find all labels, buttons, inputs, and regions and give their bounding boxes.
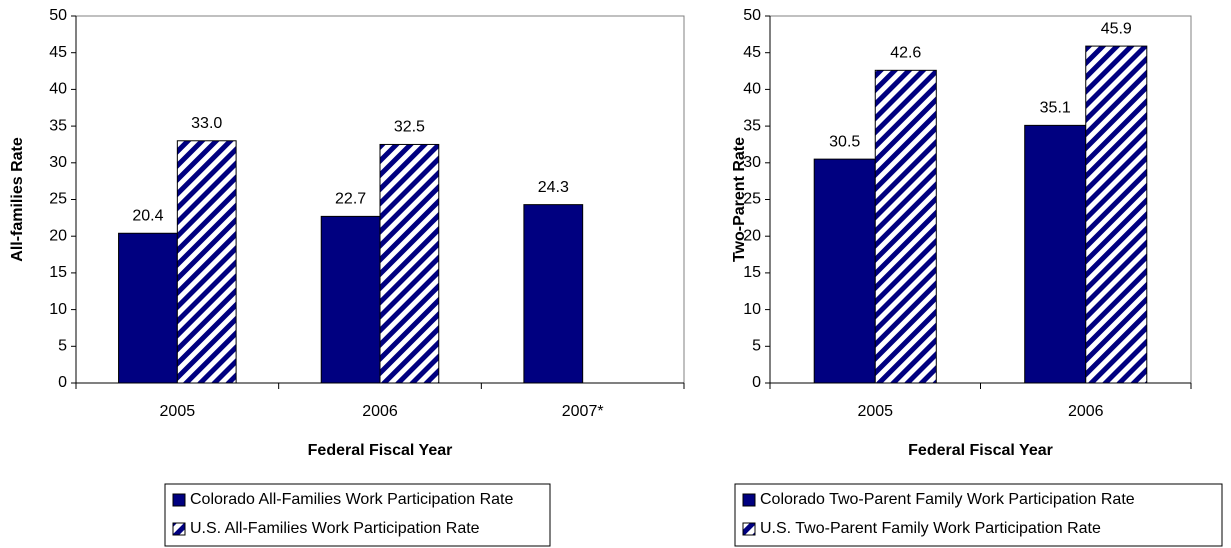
- legend-swatch: [742, 493, 756, 507]
- bar: [176, 140, 237, 384]
- legend-box: [734, 483, 1223, 547]
- value-label: 22.7: [335, 191, 366, 208]
- legend-label: U.S. All-Families Work Participation Rat…: [190, 520, 480, 537]
- y-tick-label: 10: [49, 301, 67, 318]
- y-tick-label: 10: [743, 301, 761, 318]
- bar: [874, 69, 937, 384]
- value-label: 20.4: [132, 207, 163, 224]
- legend-swatch: [172, 493, 186, 507]
- bar: [118, 232, 178, 384]
- value-label: 30.5: [829, 133, 860, 150]
- y-tick-label: 15: [743, 264, 761, 281]
- y-tick-label: 35: [743, 117, 761, 134]
- x-axis-title: Federal Fiscal Year: [908, 442, 1053, 459]
- y-tick-label: 20: [743, 227, 761, 244]
- chart: 0 5 10 15 20 25 30 35 40 45 50 2005 20.4 33.0 2006 22.7…: [9, 7, 685, 547]
- bar: [379, 143, 440, 384]
- y-tick-label: 30: [49, 154, 67, 171]
- chart: 0 5 10 15 20 25 30 35 40 45 50 2005 30.5 42.6 2006 35.1…: [731, 7, 1223, 547]
- value-label: 24.3: [538, 179, 569, 196]
- bar: [1085, 45, 1148, 384]
- x-tick-label: 2005: [160, 403, 196, 420]
- y-tick-label: 25: [743, 191, 761, 208]
- y-tick-label: 15: [49, 264, 67, 281]
- legend-box: [164, 483, 551, 547]
- legend-label: Colorado All-Families Work Participation…: [190, 491, 513, 508]
- y-tick-label: 35: [49, 117, 67, 134]
- bar: [523, 204, 584, 384]
- x-tick-label: 2006: [362, 403, 398, 420]
- value-label: 42.6: [890, 45, 921, 62]
- legend-swatch: [172, 522, 186, 536]
- legend-label: U.S. Two-Parent Family Work Participatio…: [760, 520, 1101, 537]
- bar: [813, 158, 876, 384]
- x-tick-label: 2005: [857, 403, 893, 420]
- y-tick-label: 40: [49, 81, 67, 98]
- y-tick-label: 5: [58, 338, 67, 355]
- x-tick-label: 2007*: [562, 403, 604, 420]
- x-axis-title: Federal Fiscal Year: [308, 442, 453, 459]
- value-label: 33.0: [191, 115, 222, 132]
- bar: [1024, 124, 1087, 384]
- y-tick-label: 25: [49, 191, 67, 208]
- value-label: 35.1: [1040, 100, 1071, 117]
- y-tick-label: 5: [752, 338, 761, 355]
- y-tick-label: 40: [743, 81, 761, 98]
- y-axis-title: Two-Parent Rate: [731, 137, 748, 262]
- legend-swatch: [742, 522, 756, 536]
- x-tick-label: 2006: [1068, 403, 1104, 420]
- y-tick-label: 50: [49, 7, 67, 24]
- value-label: 45.9: [1101, 20, 1132, 37]
- y-tick-label: 30: [743, 154, 761, 171]
- y-tick-label: 45: [743, 44, 761, 61]
- bar: [320, 215, 381, 384]
- value-label: 32.5: [394, 119, 425, 136]
- y-tick-label: 20: [49, 227, 67, 244]
- y-axis-title: All-families Rate: [9, 137, 26, 262]
- y-tick-label: 0: [58, 374, 67, 391]
- y-tick-label: 0: [752, 374, 761, 391]
- y-tick-label: 50: [743, 7, 761, 24]
- legend-label: Colorado Two-Parent Family Work Particip…: [760, 491, 1135, 508]
- y-tick-label: 45: [49, 44, 67, 61]
